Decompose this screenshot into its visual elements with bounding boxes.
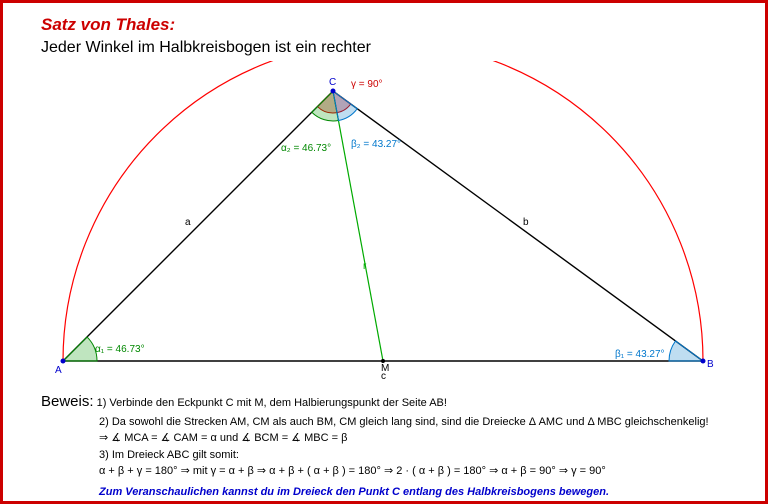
point-b: [701, 359, 706, 364]
proof-line-4: 3) Im Dreieck ABC gilt somit:: [99, 447, 239, 464]
point-c[interactable]: [331, 89, 336, 94]
proof-line-5: α + β + γ = 180° ⇒ mit γ = α + β ⇒ α + β…: [99, 463, 606, 480]
side-r: r: [363, 261, 366, 272]
outer-frame: Satz von Thales: Jeder Winkel im Halbkre…: [0, 0, 768, 504]
semicircle-arc: [63, 61, 703, 361]
proof-line-1: 1) Verbinde den Eckpunkt C mit M, dem Ha…: [97, 397, 447, 409]
side-c: c: [381, 371, 386, 382]
diagram-svg: [3, 61, 768, 381]
theorem-subtitle: Jeder Winkel im Halbkreisbogen ist ein r…: [41, 39, 371, 57]
thales-diagram: A B C M a b c r α₁ = 46.73° β₁ = 43.27° …: [3, 61, 768, 381]
label-b: B: [707, 359, 714, 370]
proof-line-3: ⇒ ∡ MCA = ∡ CAM = α und ∡ BCM = ∡ MBC = …: [99, 430, 347, 447]
angle-alpha1: α₁ = 46.73°: [95, 344, 145, 355]
point-a: [61, 359, 66, 364]
label-a: A: [55, 365, 62, 376]
angle-beta2: β₂ = 43.27°: [351, 139, 401, 150]
proof-block: Beweis: 1) Verbinde den Eckpunkt C mit M…: [41, 391, 755, 500]
proof-hint: Zum Veranschaulichen kannst du im Dreiec…: [99, 484, 609, 501]
angle-alpha1-arc: [63, 337, 97, 361]
angle-alpha2: α₂ = 46.73°: [281, 143, 331, 154]
side-a: a: [185, 217, 191, 228]
theorem-title: Satz von Thales:: [41, 15, 175, 35]
proof-line-2: 2) Da sowohl die Strecken AM, CM als auc…: [99, 414, 709, 431]
radius-line: [333, 91, 383, 361]
triangle: [63, 91, 703, 361]
angle-beta1-arc: [669, 341, 703, 361]
label-c: C: [329, 77, 336, 88]
angle-gamma: γ = 90°: [351, 79, 383, 90]
angle-beta1: β₁ = 43.27°: [615, 349, 665, 360]
proof-heading: Beweis:: [41, 393, 94, 410]
side-b: b: [523, 217, 529, 228]
